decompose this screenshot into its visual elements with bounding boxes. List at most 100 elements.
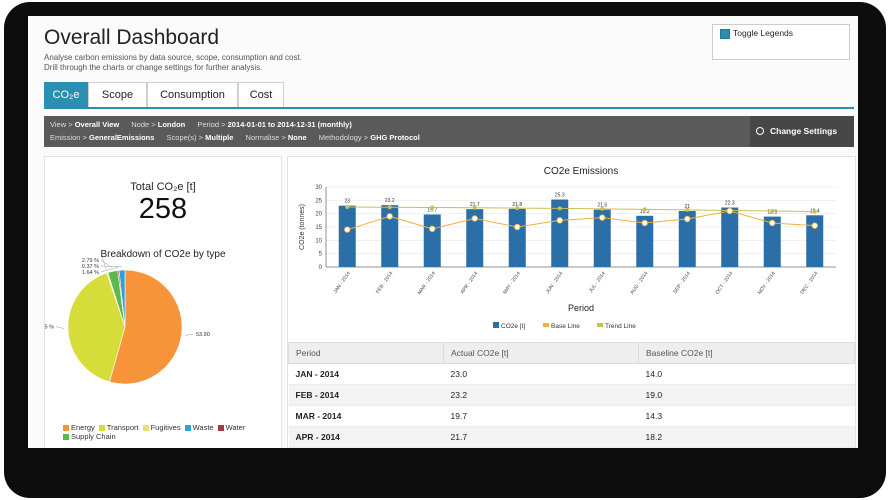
bar-feb-2014[interactable] (381, 205, 399, 267)
legend-swatch (63, 434, 69, 441)
breakdown-title: Breakdown of CO2e by type (100, 249, 226, 260)
cell-actual: 23.0 (443, 363, 639, 385)
bar-apr-2014[interactable] (466, 209, 484, 267)
baseline-point (641, 219, 648, 227)
bar-oct-2014[interactable] (721, 207, 739, 267)
pie-slice-transport[interactable] (67, 272, 126, 383)
table-row[interactable]: MAR - 2014 19.7 14.3 (288, 405, 855, 427)
chart-legend-item-trend-line[interactable]: Trend Line (597, 323, 636, 330)
baseline-line (347, 210, 815, 231)
table-row[interactable]: JAN - 2014 23.0 14.0 (288, 363, 855, 385)
bar-may-2014[interactable] (508, 208, 526, 267)
bar-jul-2014[interactable] (593, 209, 611, 267)
subtitle-line-2: Drill through the charts or change setti… (44, 63, 263, 72)
legend-label: Supply Chain (71, 432, 116, 441)
column-header-actual[interactable]: Actual CO2e [t] (443, 342, 639, 364)
y-tick-label: 10 (315, 238, 322, 244)
cell-period: MAR - 2014 (288, 405, 444, 427)
bar-value-label: 22.3 (725, 201, 735, 207)
table-row[interactable]: APR - 2014 21.7 18.2 (288, 426, 855, 448)
legend-item-waste[interactable]: Waste (184, 423, 214, 432)
infobar-row-2: Emission > GeneralEmissions Scope(s) > M… (50, 132, 420, 144)
normalise-value[interactable]: None (287, 133, 307, 142)
trend-point (557, 206, 562, 211)
pie-slice-label: 53.90 (196, 332, 210, 338)
bar-value-label: 25.3 (555, 193, 565, 199)
bar-value-label: 19.7 (427, 207, 437, 213)
bar-aug-2014[interactable] (636, 215, 654, 267)
x-tick-label: MAR - 2014 (417, 271, 437, 296)
column-header-baseline[interactable]: Baseline CO2e [t] (638, 342, 855, 364)
legend-item-energy[interactable]: Energy (63, 423, 95, 432)
legend-swatch (98, 425, 105, 432)
cell-baseline: 14.3 (638, 405, 855, 427)
y-tick-label: 20 (315, 212, 322, 218)
pie-slice-label: 0.37 % (82, 264, 99, 270)
baseline-point (556, 217, 563, 224)
cell-period: JAN - 2014 (288, 363, 444, 385)
x-axis-label: Period (568, 303, 594, 313)
pie-slice-supply-chain[interactable] (118, 269, 126, 328)
cell-actual: 21.7 (443, 426, 639, 448)
pie-slice-label: 2.79 % (82, 258, 99, 264)
bar-sep-2014[interactable] (678, 211, 696, 267)
legend-item-supply-chain[interactable]: Supply Chain (63, 432, 116, 441)
bar-mar-2014[interactable] (423, 214, 441, 267)
period-value[interactable]: 2014-01-01 to 2014-12-31 (monthly) (227, 120, 352, 129)
emission-value[interactable]: GeneralEmissions (88, 133, 155, 142)
view-value[interactable]: Overall View (74, 120, 120, 129)
legend-label: Fugitives (150, 423, 181, 432)
trend-point (515, 206, 520, 211)
bar-value-label: 21 (684, 204, 690, 210)
cell-baseline: 18.2 (638, 426, 855, 448)
tab-consumption[interactable]: Consumption (147, 82, 238, 108)
bar-nov-2014[interactable] (763, 216, 781, 267)
baseline-point (429, 225, 436, 233)
cell-baseline: 14.0 (638, 363, 855, 385)
change-settings-label[interactable]: Change Settings (770, 126, 838, 136)
legend-label: Trend Line (605, 323, 636, 330)
legend-swatch (142, 425, 149, 432)
tab-scope[interactable]: Scope (88, 82, 147, 108)
legend-label: Waste (192, 423, 214, 432)
trend-point (345, 205, 350, 210)
total-co2e-value: 258 (138, 193, 188, 225)
scope-value[interactable]: Multiple (205, 133, 234, 142)
y-tick-label: 25 (315, 198, 322, 204)
toggle-legends-box[interactable]: Toggle Legends (712, 24, 850, 60)
legend-item-water[interactable]: Water (217, 423, 245, 432)
tab-co2e[interactable]: CO₂e (44, 82, 88, 108)
node-value[interactable]: London (157, 120, 186, 129)
chart-legend-item-base-line[interactable]: Base Line (543, 323, 580, 330)
trend-point (770, 209, 775, 214)
legend-label: Energy (71, 423, 95, 432)
bar-dec-2014[interactable] (806, 215, 824, 267)
pie-slice-label: 40.05 % (45, 325, 54, 331)
toggle-legends-checkbox[interactable] (720, 29, 730, 39)
bar-value-label: 19.2 (640, 209, 650, 215)
monitor-bezel: Overall Dashboard Analyse carbon emissio… (4, 2, 886, 498)
table-row[interactable]: FEB - 2014 23.2 19.0 (288, 384, 855, 406)
legend-item-fugitives[interactable]: Fugitives (142, 423, 181, 432)
tab-cost[interactable]: Cost (238, 82, 284, 108)
baseline-point (514, 223, 521, 231)
methodology-value[interactable]: GHG Protocol (370, 133, 420, 142)
bar-jan-2014[interactable] (338, 205, 356, 267)
chart-legend-item-co2e-t[interactable]: CO2e [t] (493, 322, 525, 330)
change-settings-button[interactable]: Change Settings (750, 116, 854, 147)
legend-item-transport[interactable]: Transport (98, 423, 139, 432)
pie-slice-energy[interactable] (109, 269, 183, 385)
breakdown-pie-chart[interactable]: 53.90 40.05 % 0.34 %2.79 %0.37 %1.64 % (45, 257, 281, 421)
page-subtitle: Analyse carbon emissions by data source,… (44, 53, 464, 73)
legend-swatch (217, 425, 224, 432)
scope-label: Scope(s) > (166, 133, 204, 142)
toggle-legends-label[interactable]: Toggle Legends (733, 28, 794, 38)
x-tick-label: DEC - 2014 (799, 271, 819, 296)
legend-swatch (493, 322, 499, 328)
trend-point (600, 206, 605, 211)
co2e-emissions-chart[interactable]: CO2e Emissions 0 5 10 15 20 25 30 CO2e (tonnes) 2… (288, 157, 855, 342)
settings-circle-icon (756, 127, 764, 135)
column-header-period[interactable]: Period (288, 342, 444, 364)
bar-jun-2014[interactable] (551, 199, 569, 267)
chart-title: CO2e Emissions (544, 166, 618, 177)
